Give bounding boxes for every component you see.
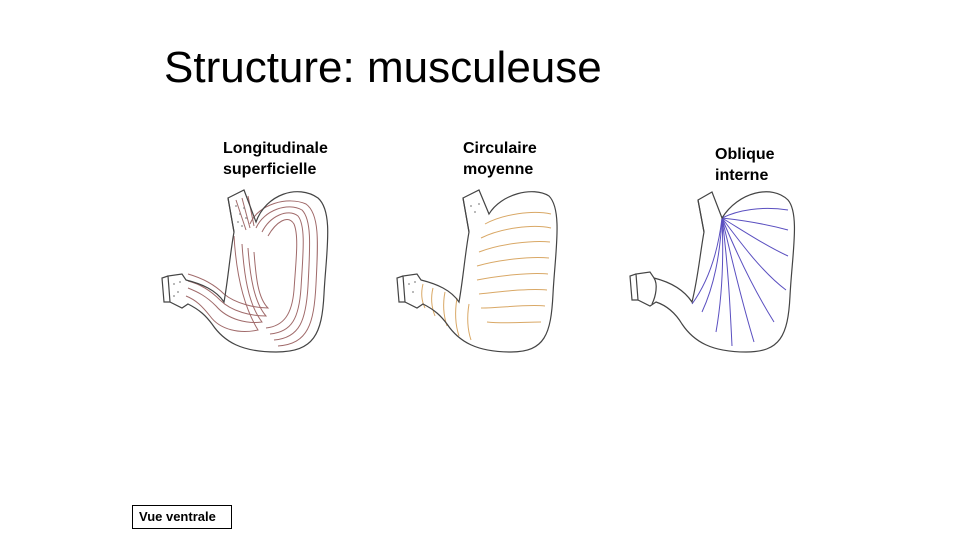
label-longitudinal-line2: superficielle xyxy=(223,161,317,178)
stomach-oblique-illustration xyxy=(629,191,796,353)
label-circular-line1: Circulaire xyxy=(463,140,537,157)
esophagus-texture xyxy=(173,205,247,297)
label-longitudinal-layer: Longitudinale superficielle xyxy=(223,138,328,180)
label-circular-line2: moyenne xyxy=(463,161,534,178)
label-oblique-line1: Oblique xyxy=(715,146,775,163)
stomach-outline xyxy=(161,189,329,353)
oblique-fibers xyxy=(691,207,789,347)
label-longitudinal-line1: Longitudinale xyxy=(223,140,328,157)
label-oblique-layer: Oblique interne xyxy=(715,144,775,186)
view-label: Vue ventrale xyxy=(132,505,232,529)
stomach-circular-illustration xyxy=(396,189,558,353)
label-circular-layer: Circulaire moyenne xyxy=(463,138,537,180)
stomach-outline xyxy=(629,191,796,353)
label-oblique-line2: interne xyxy=(715,167,769,184)
esophagus-texture xyxy=(408,203,480,293)
stomach-longitudinal-illustration xyxy=(161,189,329,353)
slide-title: Structure: musculeuse xyxy=(164,43,602,92)
longitudinal-fibers xyxy=(185,195,318,347)
circular-fibers xyxy=(421,211,552,341)
stomach-outline xyxy=(396,189,558,353)
